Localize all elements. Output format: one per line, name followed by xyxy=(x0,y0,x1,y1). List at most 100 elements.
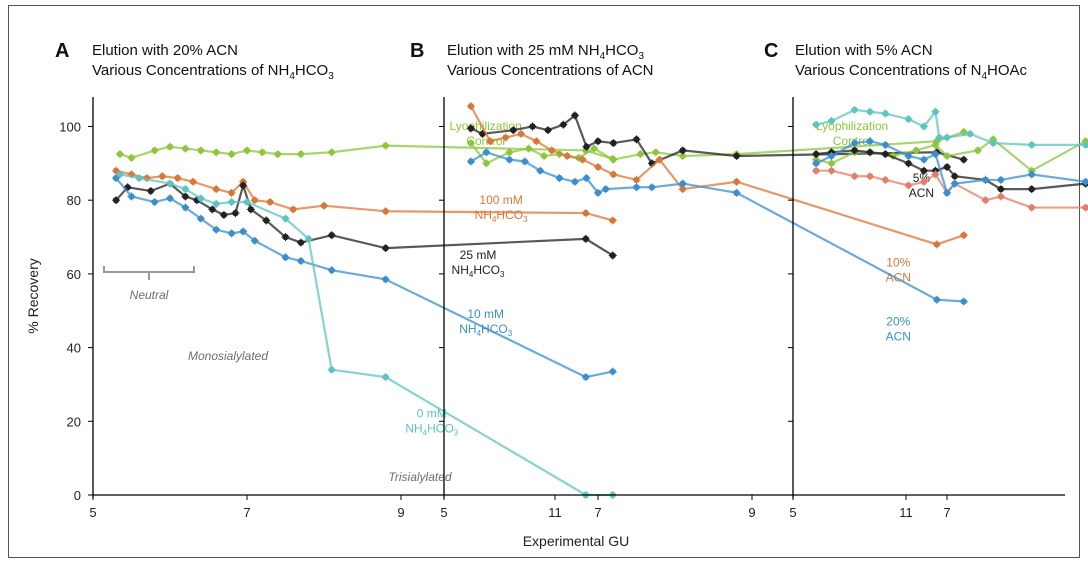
data-point xyxy=(212,148,221,157)
data-point xyxy=(594,188,602,197)
data-point xyxy=(227,198,236,207)
data-point xyxy=(827,151,836,160)
data-point xyxy=(327,231,336,240)
series-label: Lyophilization xyxy=(450,119,522,133)
data-point xyxy=(827,166,836,175)
data-point xyxy=(258,148,267,157)
data-point xyxy=(231,209,240,218)
data-point xyxy=(812,120,821,129)
data-point xyxy=(181,144,190,153)
y-tick-label: 100 xyxy=(59,119,81,134)
data-point xyxy=(732,188,741,197)
series-label: NH4HCO3 xyxy=(459,322,512,338)
data-point xyxy=(173,174,182,183)
series-label: Control xyxy=(466,134,505,148)
series-label: NH4HCO3 xyxy=(405,422,458,438)
data-point xyxy=(289,205,298,214)
data-point xyxy=(996,185,1005,194)
series-line xyxy=(119,173,613,497)
series-label: 0 mM xyxy=(417,407,447,421)
data-point xyxy=(127,153,136,162)
data-point xyxy=(608,251,617,260)
data-point xyxy=(208,205,217,214)
data-point xyxy=(931,170,940,179)
data-point xyxy=(250,196,259,205)
data-point xyxy=(150,146,159,155)
annotation-monosialylated: Monosialylated xyxy=(188,349,268,363)
x-tick-label: 5 xyxy=(789,505,796,520)
data-point xyxy=(466,102,475,111)
series-10-acn: 10%ACN xyxy=(466,102,968,285)
data-point xyxy=(1027,185,1036,194)
data-point xyxy=(996,175,1005,184)
series-line xyxy=(470,113,965,165)
data-point xyxy=(296,150,305,159)
data-point xyxy=(581,234,590,243)
data-point xyxy=(570,111,579,120)
panel-c-title-line2: Various Concentrations of N4HOAc xyxy=(795,62,1028,82)
data-point xyxy=(281,233,290,242)
series-label: 25 mM xyxy=(460,248,497,262)
panel-c-title-line1: Elution with 5% ACN xyxy=(795,42,933,59)
data-point xyxy=(959,155,968,164)
data-point xyxy=(881,140,890,149)
data-point xyxy=(262,216,271,225)
panel-b-title-line2: Various Concentrations of ACN xyxy=(447,62,654,79)
data-point xyxy=(227,229,236,238)
y-tick-label: 40 xyxy=(67,341,81,356)
data-point xyxy=(181,203,190,212)
data-point xyxy=(582,174,591,183)
data-point xyxy=(243,146,251,155)
data-point xyxy=(590,144,599,153)
data-point xyxy=(943,188,951,197)
series-25-mm-nh4oac: 25 mMNH4OAc xyxy=(812,137,1088,197)
series-label: ACN xyxy=(886,329,911,343)
data-point xyxy=(296,238,305,247)
data-point xyxy=(166,194,174,203)
data-point xyxy=(931,150,940,159)
panel-title-c: C Elution with 5% ACN Various Concentrat… xyxy=(764,40,1028,82)
series-line xyxy=(115,181,614,257)
data-point xyxy=(559,120,568,129)
x-tick-label: 7 xyxy=(943,505,950,520)
data-point xyxy=(189,177,198,186)
data-point xyxy=(609,170,618,179)
data-point xyxy=(327,148,336,157)
data-point xyxy=(212,185,221,194)
x-tick-label: 7 xyxy=(594,505,601,520)
panel-b: 57911LyophilizationControl5%ACN10%ACN20%… xyxy=(439,97,968,520)
data-point xyxy=(466,139,475,148)
series-line xyxy=(119,144,614,160)
data-point xyxy=(636,150,645,159)
data-point xyxy=(239,181,248,190)
data-point xyxy=(578,155,587,164)
data-point xyxy=(989,139,998,148)
data-point xyxy=(505,148,514,157)
data-point xyxy=(881,150,890,159)
data-point xyxy=(732,151,741,160)
data-point xyxy=(827,159,836,168)
data-point xyxy=(486,137,495,146)
figure-frame xyxy=(8,5,1080,558)
data-point xyxy=(655,155,664,164)
series-line xyxy=(815,140,1088,196)
data-point xyxy=(115,170,124,179)
data-point xyxy=(547,146,556,155)
data-point xyxy=(931,107,940,116)
data-point xyxy=(540,151,549,160)
data-point xyxy=(904,115,913,124)
panel-letter-b: B xyxy=(410,40,424,62)
data-point xyxy=(601,185,610,194)
data-point xyxy=(651,148,660,157)
annotation-trisialylated: Trisialylated xyxy=(388,470,451,484)
data-point xyxy=(812,159,821,168)
data-point xyxy=(866,137,874,146)
data-point xyxy=(381,207,390,216)
series-line xyxy=(816,169,1088,209)
series-label: NH4HCO3 xyxy=(452,263,505,279)
data-point xyxy=(166,179,174,188)
